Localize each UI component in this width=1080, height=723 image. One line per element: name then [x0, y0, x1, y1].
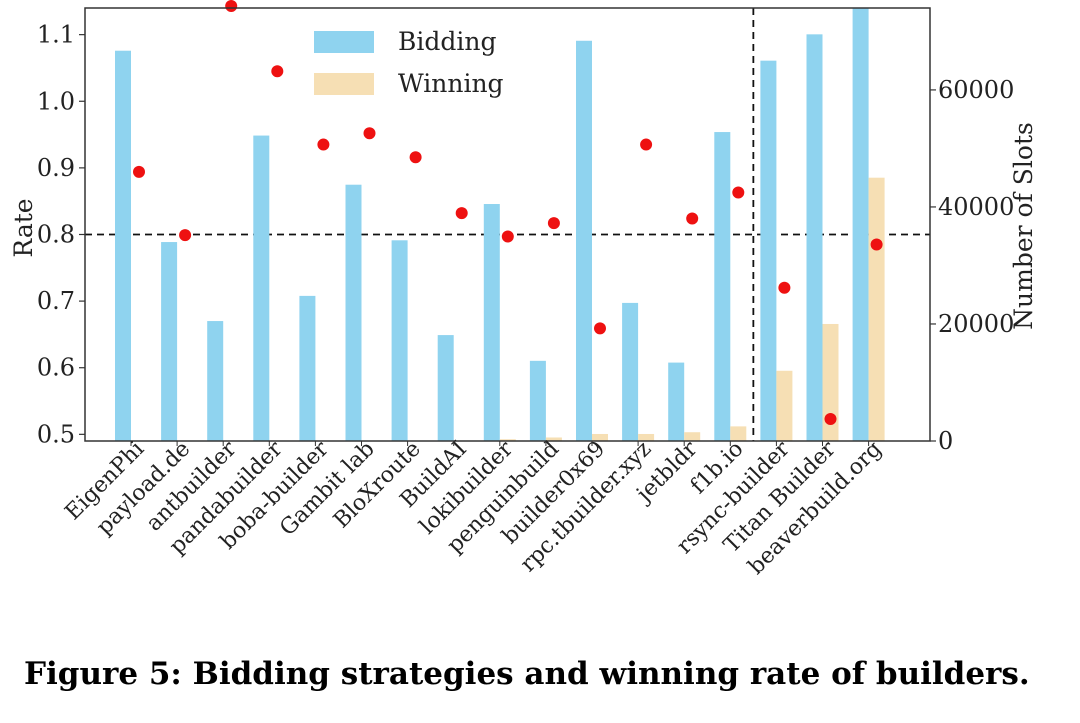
bar-bidding	[161, 242, 178, 441]
category-labels: EigenPhipayload.deantbuilderpandabuilder…	[61, 436, 887, 579]
bar-winning	[868, 177, 885, 441]
legend-swatch-bidding	[314, 31, 374, 53]
bar-winning	[545, 437, 562, 441]
bar-bidding	[299, 295, 316, 441]
left-axis-label: Rate	[9, 198, 38, 257]
bar-bidding	[345, 184, 362, 441]
figure-caption: Figure 5: Bidding strategies and winning…	[24, 656, 1030, 692]
bar-bidding	[714, 132, 731, 441]
rate-point	[409, 151, 422, 164]
left-tick-label: 0.5	[37, 420, 75, 448]
rate-points	[133, 0, 883, 426]
bar-bidding	[253, 135, 270, 442]
bar-bidding	[529, 360, 546, 441]
bar-winning	[638, 433, 655, 441]
axes: 0.5 0.6 0.7 0.8 0.9 1.0 1.1 0 20000 40000 60000	[37, 21, 1015, 455]
rate-point	[317, 138, 330, 151]
bar-bidding	[852, 8, 869, 441]
rate-point	[778, 281, 791, 294]
right-tick-label: 20000	[938, 310, 1014, 338]
bar-winning	[684, 432, 701, 441]
bar-bidding	[391, 240, 408, 441]
bar-bidding	[437, 335, 454, 441]
left-tick-label: 0.7	[37, 287, 75, 315]
rate-point	[870, 238, 883, 251]
right-tick-label: 60000	[938, 76, 1014, 104]
bar-winning	[592, 433, 608, 441]
bars	[115, 8, 885, 442]
right-tick-label: 0	[938, 427, 953, 455]
rate-point	[732, 186, 745, 199]
bar-winning	[822, 323, 839, 441]
legend-swatch-winning	[314, 73, 374, 95]
left-tick-label: 0.8	[37, 220, 75, 248]
rate-point	[455, 207, 468, 220]
bar-winning	[499, 439, 516, 441]
rate-point	[225, 0, 238, 13]
bar-bidding	[806, 34, 823, 441]
left-tick-label: 1.0	[37, 87, 75, 115]
rate-point	[686, 212, 699, 225]
rate-point	[547, 217, 560, 230]
chart: 0.5 0.6 0.7 0.8 0.9 1.0 1.1 0 20000 40000 60000 Ei…	[9, 0, 1038, 580]
rate-point	[640, 138, 653, 151]
bar-winning	[776, 370, 793, 441]
bar-bidding	[115, 50, 131, 441]
rate-point	[133, 165, 145, 178]
bar-bidding	[760, 60, 777, 441]
legend-label-bidding: Bidding	[398, 27, 496, 56]
bar-winning	[730, 426, 747, 441]
right-tick-label: 40000	[938, 193, 1014, 221]
left-tick-label: 0.9	[37, 154, 75, 182]
right-axis-label: Number of Slots	[1009, 122, 1038, 330]
left-tick-label: 1.1	[37, 21, 75, 49]
legend-label-winning: Winning	[398, 69, 504, 98]
rate-point	[179, 229, 192, 242]
plot-frame	[84, 7, 931, 442]
bar-bidding	[622, 302, 639, 441]
legend: Bidding Winning	[314, 27, 504, 98]
rate-point	[271, 65, 284, 78]
rate-point	[501, 230, 514, 243]
bar-bidding	[576, 40, 592, 441]
bar-bidding	[207, 321, 224, 441]
bar-bidding	[668, 362, 685, 441]
rate-point	[594, 322, 606, 335]
rate-point	[363, 127, 376, 140]
rate-point	[824, 413, 837, 426]
left-tick-label: 0.6	[37, 354, 75, 382]
bar-bidding	[483, 204, 500, 441]
